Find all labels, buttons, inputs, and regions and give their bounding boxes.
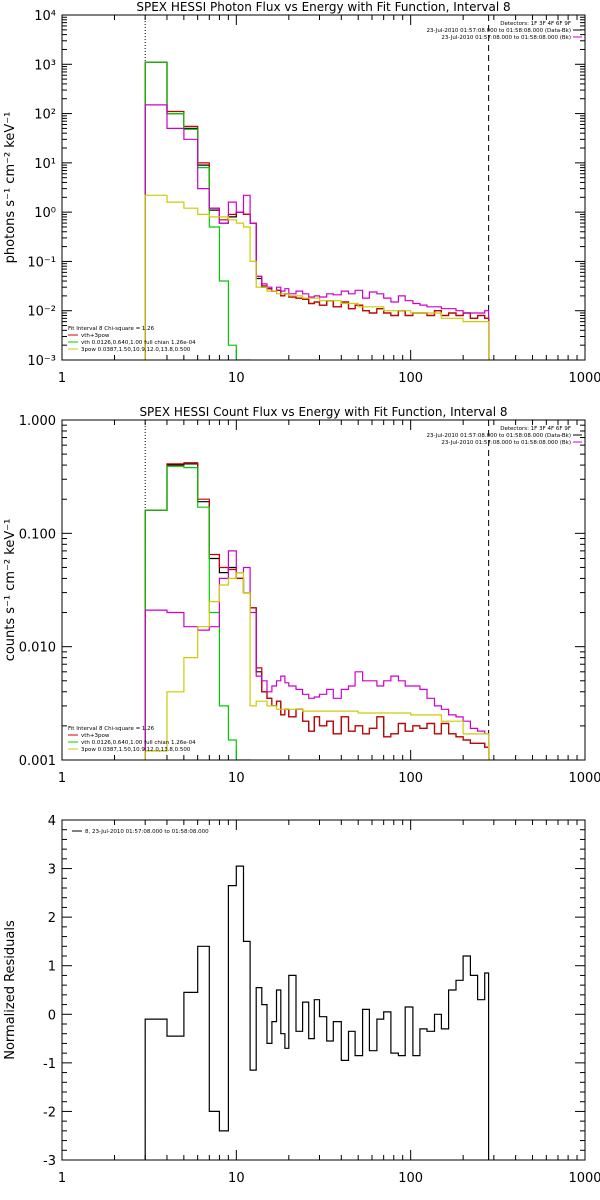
series-group — [144, 462, 490, 760]
x-tick-label: 1000 — [568, 371, 600, 386]
x-tick-label: 1000 — [568, 1171, 600, 1186]
x-tick-label: 10 — [228, 371, 245, 386]
series-line-4 — [144, 104, 490, 360]
legend-entry: vth 0.0126,0.640,1.00 full chian 1.26e-0… — [81, 740, 196, 746]
y-tick-label: 0.010 — [19, 641, 56, 656]
legend-text: 23-Jul-2010 01:57:08.000 to 01:58:08.000… — [441, 440, 571, 446]
x-tick-label: 10 — [228, 1171, 245, 1186]
y-axis-label: Normalized Residuals — [3, 920, 18, 1060]
y-tick-label: 10¹ — [34, 157, 56, 172]
y-tick-label: 1.000 — [19, 414, 56, 429]
y-tick-label: -1 — [43, 1057, 56, 1072]
x-tick-label: 100 — [398, 771, 423, 786]
legend-entry: 3pow 0.0387,1.50,10.9,12.0,13.8,0.500 — [81, 747, 191, 753]
x-tick-label: 1 — [58, 1171, 66, 1186]
chart-title: SPEX HESSI Count Flux vs Energy with Fit… — [139, 405, 507, 419]
series-line-1 — [144, 61, 490, 360]
y-axis-label: photons s⁻¹ cm⁻² keV⁻¹ — [3, 112, 18, 264]
legend-entry: vth+3pow — [81, 333, 110, 339]
legend-entry: vth 0.0126,0.640,1.00 full chian 1.26e-0… — [81, 340, 196, 346]
y-tick-label: 10⁰ — [34, 206, 56, 221]
series-line-1 — [144, 865, 490, 1160]
series-line-5 — [144, 572, 490, 760]
y-tick-label: 4 — [48, 814, 56, 829]
legend-entry: 8, 23-Jul-2010 01:57:08.000 to 01:58:08.… — [85, 829, 209, 835]
series-line-3 — [144, 465, 251, 760]
legend-text: Detectors: 1F 3F 4F 6F 9F — [500, 21, 571, 27]
legend-entry: 3pow 0.0387,1.50,10.9,12.0,13.8,0.500 — [81, 347, 191, 353]
legend-text: 23-Jul-2010 01:57:08.000 to 01:58:08.000… — [441, 35, 571, 41]
y-tick-label: 10⁻³ — [27, 354, 56, 369]
x-tick-label: 100 — [398, 1171, 423, 1186]
y-tick-label: -3 — [43, 1154, 56, 1169]
x-tick-label: 1 — [58, 771, 66, 786]
y-tick-label: 0.001 — [19, 754, 56, 769]
y-tick-label: 1 — [48, 960, 56, 975]
y-tick-label: 10⁻¹ — [27, 255, 56, 270]
legend-header: Fit Interval 8 Chi-square = 1.26 — [68, 726, 155, 732]
chart-title: SPEX HESSI Photon Flux vs Energy with Fi… — [136, 0, 510, 14]
chart-1: SPEX HESSI Photon Flux vs Energy with Fi… — [3, 0, 600, 386]
series-line-2 — [144, 462, 490, 760]
legend-text: Detectors: 1F 3F 4F 6F 9F — [500, 426, 571, 432]
series-line-4 — [144, 550, 490, 760]
x-tick-label: 1000 — [568, 771, 600, 786]
y-tick-label: 3 — [48, 863, 56, 878]
y-tick-label: 10² — [34, 108, 56, 123]
y-axis-label: counts s⁻¹ cm⁻² keV⁻¹ — [3, 519, 18, 662]
series-line-5 — [144, 194, 490, 360]
y-tick-label: -2 — [43, 1105, 56, 1120]
y-tick-label: 0.100 — [19, 527, 56, 542]
y-tick-label: 2 — [48, 911, 56, 926]
y-tick-label: 10³ — [34, 58, 56, 73]
legend-text: 23-Jul-2010 01:57:08.000 to 01:58:08.000… — [427, 433, 572, 439]
legend-header: Fit Interval 8 Chi-square = 1.26 — [68, 326, 155, 332]
x-tick-label: 10 — [228, 771, 245, 786]
y-tick-label: 0 — [48, 1008, 56, 1023]
x-tick-label: 100 — [398, 371, 423, 386]
y-tick-label: 10⁻² — [27, 305, 56, 320]
legend-entry: vth+3pow — [81, 733, 110, 739]
series-group — [144, 865, 490, 1160]
y-tick-label: 10⁴ — [34, 9, 56, 24]
x-tick-label: 1 — [58, 371, 66, 386]
chart-2: SPEX HESSI Count Flux vs Energy with Fit… — [3, 405, 600, 786]
plot-frame — [61, 419, 586, 761]
plot-frame — [61, 14, 586, 361]
plot-frame — [61, 819, 586, 1161]
chart-3: Normalized Residuals 1 10 100 1000 -3 -2 -1 0 1 2 3… — [3, 814, 600, 1186]
legend-text: 23-Jul-2010 01:57:08.000 to 01:58:08.000… — [427, 28, 572, 34]
series-group — [144, 61, 490, 360]
series-line-2 — [144, 61, 490, 360]
